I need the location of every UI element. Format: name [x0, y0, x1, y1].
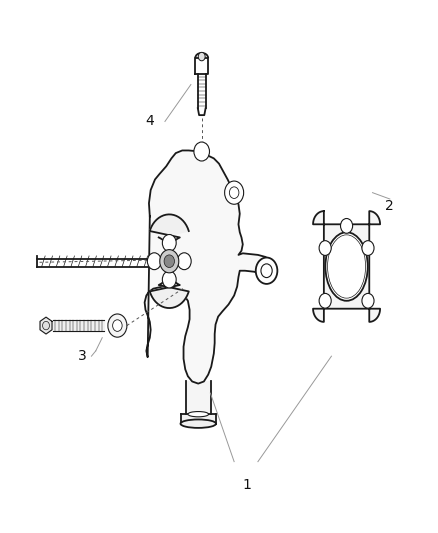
Polygon shape: [313, 211, 380, 322]
Circle shape: [164, 255, 174, 268]
Text: 4: 4: [145, 115, 154, 128]
Circle shape: [340, 219, 353, 233]
Polygon shape: [186, 382, 211, 414]
Text: 3: 3: [78, 349, 87, 363]
Circle shape: [160, 249, 179, 273]
Polygon shape: [150, 214, 189, 308]
Circle shape: [162, 235, 176, 252]
Circle shape: [194, 142, 209, 161]
Polygon shape: [195, 58, 208, 74]
Circle shape: [362, 241, 374, 255]
Polygon shape: [180, 414, 216, 424]
Circle shape: [113, 320, 122, 332]
Circle shape: [256, 257, 277, 284]
Circle shape: [319, 293, 331, 308]
Circle shape: [177, 253, 191, 270]
Ellipse shape: [328, 235, 366, 298]
Ellipse shape: [188, 411, 208, 417]
Ellipse shape: [325, 232, 368, 301]
Circle shape: [362, 293, 374, 308]
Text: 2: 2: [385, 199, 394, 213]
Polygon shape: [40, 317, 52, 334]
Circle shape: [225, 181, 244, 204]
Ellipse shape: [180, 419, 216, 428]
Circle shape: [261, 264, 272, 278]
Circle shape: [198, 52, 205, 61]
Text: 1: 1: [243, 479, 251, 492]
Circle shape: [319, 241, 331, 255]
Polygon shape: [198, 74, 205, 108]
Circle shape: [147, 253, 161, 270]
Circle shape: [108, 314, 127, 337]
Circle shape: [42, 321, 49, 330]
Polygon shape: [145, 150, 274, 384]
Circle shape: [230, 187, 239, 198]
Polygon shape: [53, 320, 104, 331]
Polygon shape: [198, 108, 205, 115]
Circle shape: [162, 271, 176, 288]
